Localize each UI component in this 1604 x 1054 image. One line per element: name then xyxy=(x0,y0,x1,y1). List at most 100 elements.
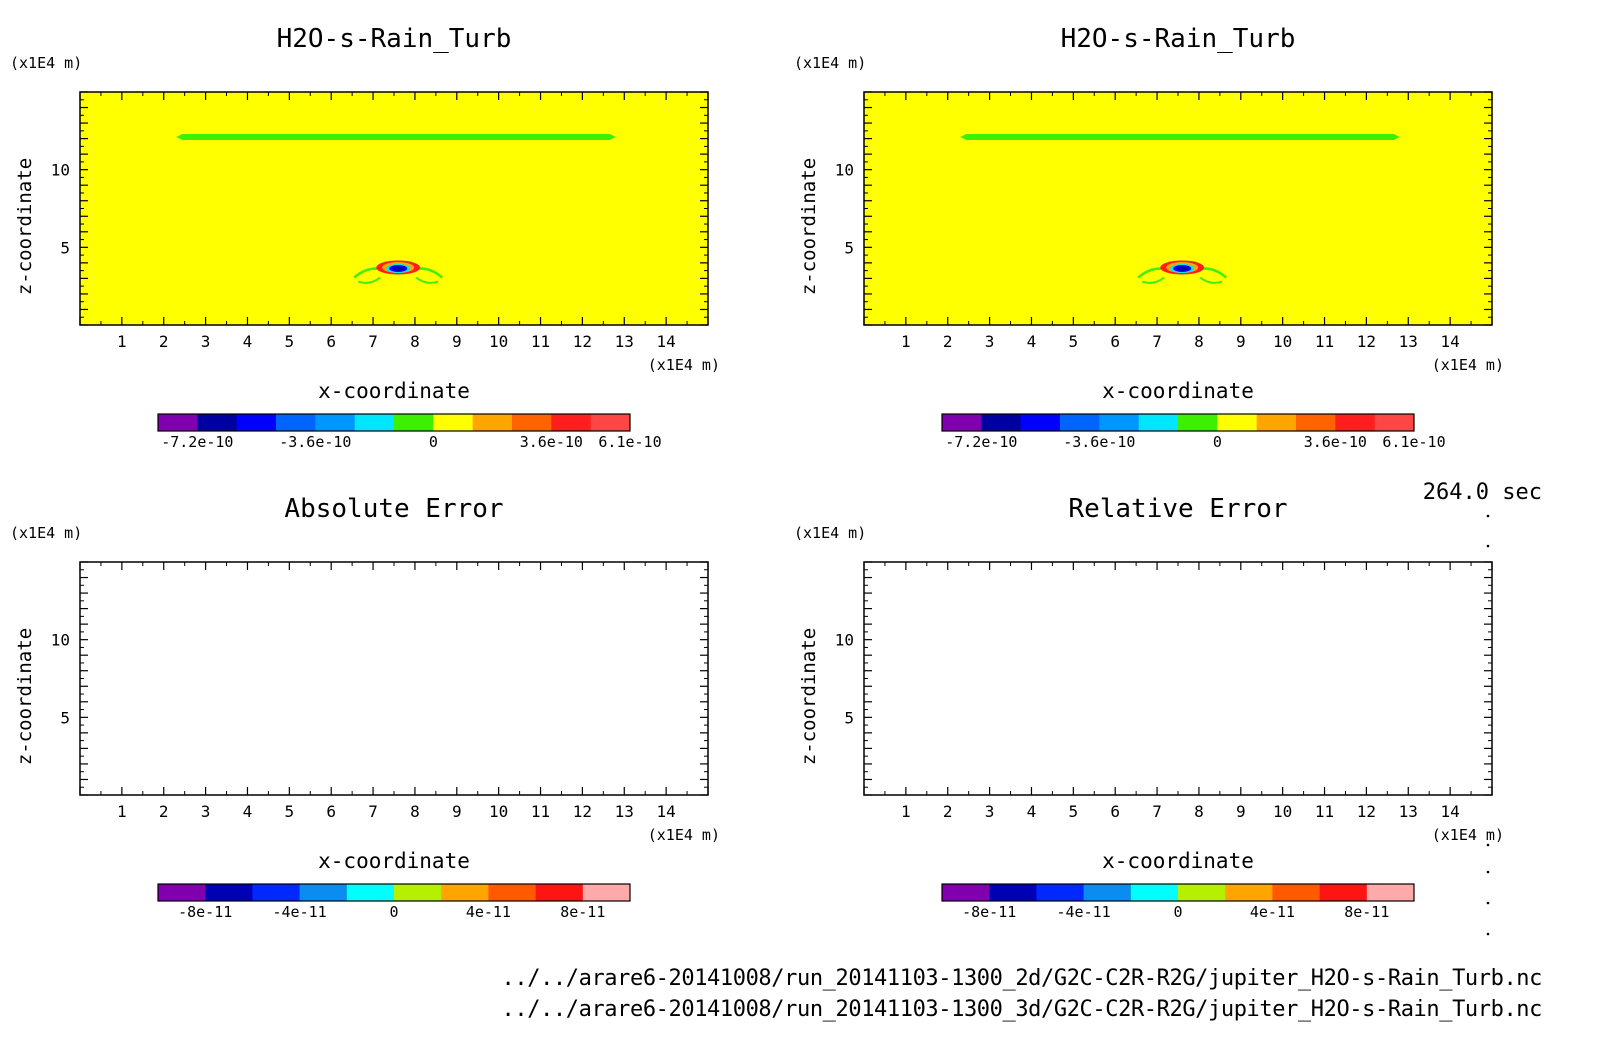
colorbar-tick-label: -7.2e-10 xyxy=(161,433,233,451)
chart-panel-3: Absolute Error(x1E4 m)1 2 3 4 5 6 7 8 9 10 11 12 13 1… xyxy=(10,494,720,921)
y-tick-label: 10 xyxy=(51,631,70,650)
x-unit-label: (x1E4 m) xyxy=(1432,356,1504,374)
x-tick-label: 13 xyxy=(1399,332,1418,351)
colorbar: -8e-11 -4e-11 0 4e-11 8e-11 xyxy=(157,883,631,921)
colorbar-segment xyxy=(981,414,1022,431)
x-unit-label: (x1E4 m) xyxy=(648,356,720,374)
colorbar-tick-label: 0 xyxy=(429,433,438,451)
file-path-3d: ../../arare6-20141008/run_20141103-1300_… xyxy=(501,997,1543,1022)
colorbar-segment xyxy=(582,884,631,901)
x-tick-label: 8 xyxy=(410,802,420,821)
x-tick-label: 3 xyxy=(985,332,995,351)
x-tick-label: 11 xyxy=(1315,802,1334,821)
colorbar-tick-label: 3.6e-10 xyxy=(1304,433,1367,451)
colorbar-segment xyxy=(354,414,395,431)
y-unit-label: (x1E4 m) xyxy=(794,524,866,542)
x-tick-label: 6 xyxy=(326,802,336,821)
x-tick-label: 3 xyxy=(201,802,211,821)
time-label: 264.0 sec xyxy=(1422,480,1542,505)
x-tick-label: 3 xyxy=(201,332,211,351)
x-tick-label: 5 xyxy=(1069,332,1079,351)
colorbar-tick-label: -4e-11 xyxy=(273,903,327,921)
x-tick-label: 2 xyxy=(159,332,169,351)
blob-negative-core xyxy=(393,266,404,271)
colorbar-frame xyxy=(157,883,631,902)
colorbar-segment xyxy=(1296,414,1336,431)
x-tick-label: 3 xyxy=(985,802,995,821)
colorbar-frame xyxy=(157,413,631,432)
x-tick-label: 8 xyxy=(410,332,420,351)
x-tick-label: 4 xyxy=(1027,802,1037,821)
edge-dot xyxy=(1486,544,1490,548)
plot-area xyxy=(80,562,708,795)
colorbar-tick-label: 0 xyxy=(389,903,398,921)
rain-blob xyxy=(1137,260,1228,284)
colorbar-segment xyxy=(1217,414,1258,431)
colorbar-tick-label: 8e-11 xyxy=(1344,903,1389,921)
colorbar-segment xyxy=(989,884,1037,901)
x-tick-label: 12 xyxy=(1357,802,1376,821)
x-tick-label: 13 xyxy=(615,802,634,821)
colorbar-segment xyxy=(441,884,489,901)
x-tick-label: 10 xyxy=(1273,802,1292,821)
x-tick-label: 9 xyxy=(452,802,462,821)
chart-title: H2O-s-Rain_Turb xyxy=(1061,24,1296,54)
chart-title: Relative Error xyxy=(1068,494,1287,524)
x-tick-label: 9 xyxy=(452,332,462,351)
x-tick-label: 2 xyxy=(943,802,953,821)
x-axis-label: x-coordinate xyxy=(318,379,470,403)
y-tick-label: 10 xyxy=(835,631,854,650)
x-tick-label: 4 xyxy=(243,332,253,351)
colorbar-tick-label: -8e-11 xyxy=(962,903,1016,921)
colorbar-tick-label: -8e-11 xyxy=(178,903,232,921)
x-tick-label: 10 xyxy=(489,802,508,821)
colorbar-segment xyxy=(1225,884,1273,901)
colorbar-segment xyxy=(346,884,395,901)
chart-panel-4: Relative Error(x1E4 m)1 2 3 4 5 6 7 8 9 10 11 12 13 1… xyxy=(794,494,1504,921)
x-tick-label: 10 xyxy=(489,332,508,351)
colorbar-tick-label: 6.1e-10 xyxy=(598,433,661,451)
x-tick-label: 7 xyxy=(368,802,378,821)
colorbar-segment xyxy=(1335,414,1376,431)
y-axis-label: z-coordinate xyxy=(14,158,36,295)
edge-dot xyxy=(1486,514,1490,518)
cloud-band xyxy=(960,134,1400,141)
blob-arm-right-lower xyxy=(1199,276,1223,284)
colorbar-segment xyxy=(315,414,356,431)
y-axis-label: z-coordinate xyxy=(798,628,820,765)
colorbar-tick-label: 0 xyxy=(1213,433,1222,451)
colorbar-segment xyxy=(394,414,434,431)
colorbar-tick-label: -3.6e-10 xyxy=(279,433,351,451)
x-tick-label: 8 xyxy=(1194,332,1204,351)
chart-title: H2O-s-Rain_Turb xyxy=(277,24,512,54)
colorbar-segment xyxy=(299,884,348,901)
colorbar-segment xyxy=(1178,414,1218,431)
x-tick-label: 12 xyxy=(1357,332,1376,351)
x-tick-label: 7 xyxy=(1152,802,1162,821)
x-tick-label: 7 xyxy=(1152,332,1162,351)
plot-area xyxy=(80,92,708,325)
x-tick-label: 10 xyxy=(1273,332,1292,351)
x-tick-label: 1 xyxy=(901,802,911,821)
colorbar-segment xyxy=(1374,414,1415,431)
colorbar-tick-label: 8e-11 xyxy=(560,903,605,921)
colorbar-segment xyxy=(158,884,206,901)
x-tick-label: 6 xyxy=(326,332,336,351)
x-unit-label: (x1E4 m) xyxy=(1432,826,1504,844)
x-tick-label: 11 xyxy=(531,332,550,351)
x-tick-label: 12 xyxy=(573,332,592,351)
x-tick-label: 1 xyxy=(117,802,127,821)
colorbar: -7.2e-10 -3.6e-10 0 3.6e-10 6.1e-10 xyxy=(157,413,662,451)
colorbar-tick-label: -3.6e-10 xyxy=(1063,433,1135,451)
x-tick-label: 5 xyxy=(285,802,295,821)
colorbar-segment xyxy=(158,414,198,431)
colorbar-segment xyxy=(1138,414,1179,431)
x-tick-label: 14 xyxy=(1441,802,1460,821)
colorbar-segment xyxy=(1256,414,1297,431)
colorbar-segment xyxy=(1060,414,1100,431)
x-tick-label: 8 xyxy=(1194,802,1204,821)
colorbar-segment xyxy=(590,414,631,431)
chart-title: Absolute Error xyxy=(284,494,503,524)
x-tick-label: 9 xyxy=(1236,802,1246,821)
colorbar-segment xyxy=(472,414,513,431)
